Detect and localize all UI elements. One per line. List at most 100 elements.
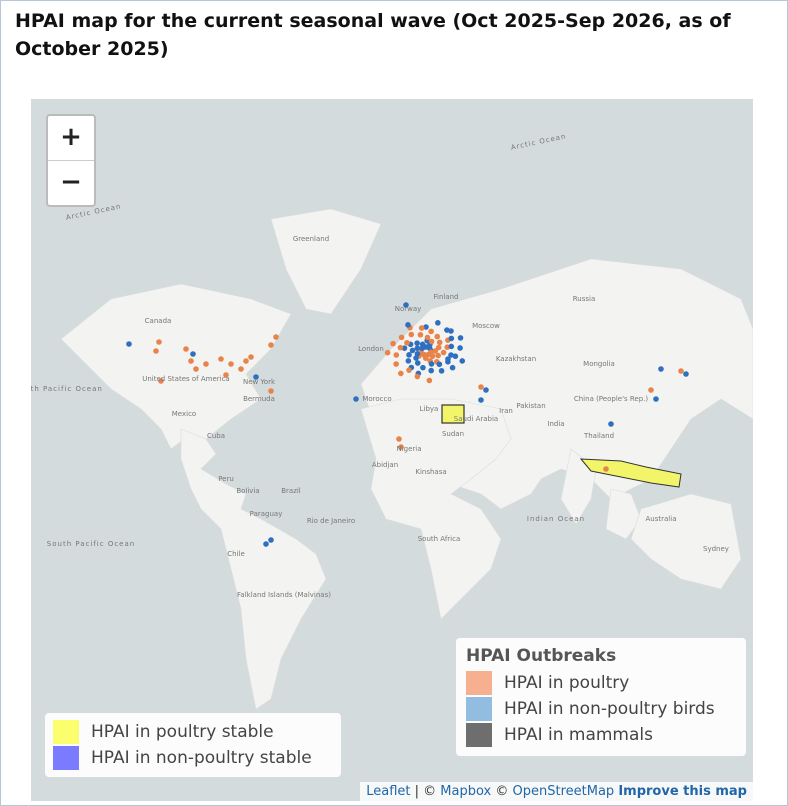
outbreak-point[interactable] (419, 345, 425, 352)
outbreak-point[interactable] (393, 361, 399, 367)
outbreak-point[interactable] (448, 343, 455, 350)
map-label: Indian Ocean (527, 515, 585, 523)
outbreak-point[interactable] (401, 345, 408, 351)
outbreak-point[interactable] (153, 348, 159, 354)
outbreak-point[interactable] (406, 367, 412, 373)
outbreak-point[interactable] (404, 339, 410, 346)
outbreak-point[interactable] (406, 352, 412, 358)
outbreak-point[interactable] (459, 358, 466, 364)
outbreak-point[interactable] (263, 541, 269, 547)
outbreak-point[interactable] (126, 341, 132, 347)
outbreak-point[interactable] (414, 360, 421, 366)
outbreak-point[interactable] (268, 388, 274, 394)
outbreak-point[interactable] (397, 344, 404, 351)
outbreak-point[interactable] (156, 339, 162, 345)
map-label: Bolivia (236, 487, 259, 495)
outbreak-point[interactable] (648, 387, 654, 393)
outbreak-point[interactable] (428, 338, 435, 345)
outbreak-point[interactable] (444, 327, 450, 333)
attribution-part[interactable]: Mapbox (440, 784, 492, 799)
attribution-part[interactable]: Improve this map (618, 784, 747, 799)
attribution-part[interactable]: OpenStreetMap (512, 784, 615, 799)
outbreak-point[interactable] (423, 324, 429, 330)
outbreak-point[interactable] (398, 444, 404, 450)
outbreak-point[interactable] (678, 368, 684, 374)
outbreak-point[interactable] (478, 397, 484, 403)
outbreak-point[interactable] (608, 421, 614, 427)
outbreak-point[interactable] (393, 352, 400, 358)
outbreak-point[interactable] (190, 351, 196, 357)
outbreak-point[interactable] (435, 320, 441, 326)
outbreak-point[interactable] (396, 436, 402, 442)
outbreak-point[interactable] (457, 345, 463, 351)
outbreak-point[interactable] (273, 334, 279, 340)
outbreak-point[interactable] (448, 335, 455, 342)
outbreak-point[interactable] (223, 372, 229, 378)
outbreak-point[interactable] (424, 334, 431, 341)
outbreak-point[interactable] (420, 364, 426, 371)
outbreak-point[interactable] (238, 366, 244, 372)
outbreak-point[interactable] (421, 351, 427, 358)
outbreak-point[interactable] (253, 374, 259, 380)
outbreak-point[interactable] (414, 345, 421, 352)
outbreak-point[interactable] (409, 347, 416, 354)
outbreak-point[interactable] (603, 466, 609, 472)
outbreak-point[interactable] (478, 384, 484, 390)
outbreak-point[interactable] (414, 351, 421, 357)
stable-region (579, 458, 682, 488)
outbreak-point[interactable] (218, 356, 224, 362)
outbreak-point[interactable] (413, 355, 419, 361)
outbreak-point[interactable] (183, 346, 189, 352)
outbreak-point[interactable] (417, 331, 424, 338)
zoom-out[interactable]: − (48, 160, 94, 205)
outbreak-point[interactable] (248, 354, 254, 360)
outbreak-point[interactable] (653, 396, 659, 402)
outbreak-point[interactable] (434, 333, 441, 340)
outbreak-point[interactable] (428, 349, 434, 356)
outbreak-point[interactable] (268, 537, 274, 543)
outbreak-point[interactable] (390, 340, 396, 347)
outbreak-point[interactable] (436, 339, 443, 346)
outbreak-point[interactable] (414, 373, 421, 380)
outbreak-point[interactable] (188, 358, 194, 364)
map[interactable]: Arctic Ocean Arctic Ocean Greenland Canada R… (31, 99, 753, 801)
outbreak-point[interactable] (203, 361, 209, 367)
outbreak-point[interactable] (418, 325, 425, 331)
outbreak-point[interactable] (457, 335, 464, 341)
outbreak-point[interactable] (445, 358, 451, 365)
outbreak-point[interactable] (398, 334, 405, 341)
outbreak-point[interactable] (428, 328, 434, 335)
outbreak-point[interactable] (353, 396, 359, 402)
outbreak-point[interactable] (405, 358, 412, 364)
outbreak-point[interactable] (243, 358, 249, 364)
outbreak-point[interactable] (403, 302, 409, 308)
attribution: Leaflet | © Mapbox © OpenStreetMap Impro… (360, 782, 753, 801)
outbreak-point[interactable] (436, 361, 443, 368)
outbreak-point[interactable] (435, 344, 442, 351)
outbreak-point[interactable] (658, 366, 664, 372)
outbreak-point[interactable] (448, 352, 454, 358)
outbreak-point[interactable] (384, 349, 391, 356)
outbreak-point[interactable] (408, 331, 415, 338)
attribution-part[interactable]: Leaflet (366, 784, 411, 799)
outbreak-point[interactable] (158, 378, 164, 384)
map-label: London (358, 345, 384, 353)
outbreak-point[interactable] (440, 349, 447, 356)
outbreak-point[interactable] (414, 340, 420, 346)
outbreak-point[interactable] (449, 364, 456, 371)
outbreak-point[interactable] (428, 367, 434, 374)
outbreak-point[interactable] (452, 353, 459, 360)
outbreak-point[interactable] (435, 352, 441, 359)
outbreak-point[interactable] (432, 348, 439, 354)
outbreak-point[interactable] (268, 342, 274, 348)
outbreak-point[interactable] (683, 371, 689, 377)
outbreak-point[interactable] (228, 361, 234, 367)
outbreak-point[interactable] (426, 377, 433, 384)
outbreak-point[interactable] (438, 368, 445, 374)
outbreak-point[interactable] (428, 361, 435, 367)
outbreak-point[interactable] (483, 387, 489, 393)
zoom-in[interactable]: + (60, 122, 82, 152)
outbreak-point[interactable] (405, 322, 411, 328)
outbreak-point[interactable] (193, 366, 199, 372)
outbreak-point[interactable] (398, 370, 404, 377)
